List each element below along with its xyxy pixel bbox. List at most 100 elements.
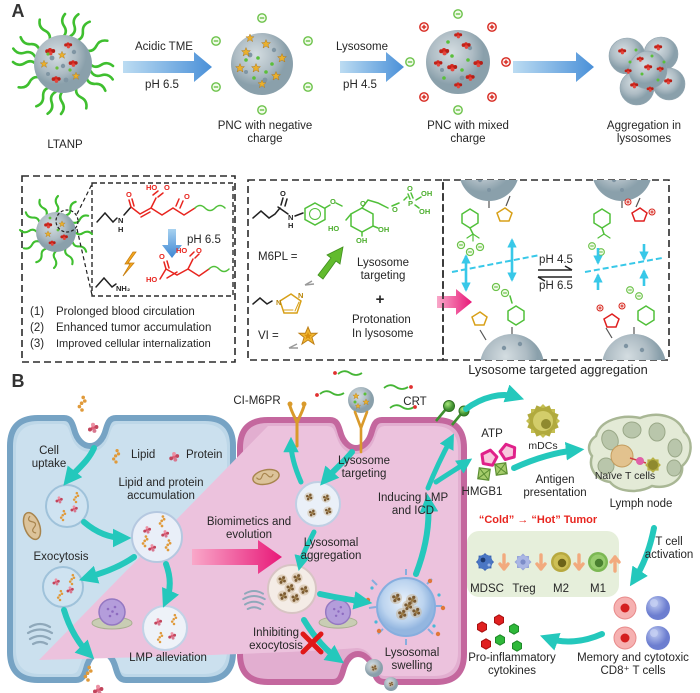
lysosome-targeting-label-b: Lysosome targeting (338, 455, 390, 481)
atom-label: N (288, 213, 293, 222)
atom-label: OH (419, 207, 430, 216)
panel-a-label: A (11, 1, 25, 21)
atom-label: O (196, 246, 202, 255)
treg-label: Treg (512, 583, 536, 595)
cytokine-icons (477, 614, 522, 652)
m2-icon (551, 552, 571, 572)
inhibiting-label: Inhibiting exocytosis (249, 627, 303, 653)
acidic-tme-arrow (123, 52, 212, 82)
atp-icons (478, 440, 519, 468)
cytokines-label: Pro-inflammatory cytokines (468, 652, 556, 678)
ltanp-nanoparticle (11, 12, 115, 116)
inhibition-cross-icon (300, 631, 324, 655)
benefit-3-text: Improved cellular internalization (56, 338, 211, 350)
atom-label: HO (176, 246, 187, 255)
atom-label: O (126, 190, 132, 199)
pink-cell-contents (242, 370, 473, 691)
benefit-2-text: Enhanced tumor accumulation (56, 322, 212, 334)
t-activation-label: T cell activation (644, 536, 694, 562)
crt-label: CRT (403, 396, 427, 408)
amide-structure: O HO O O N H (96, 183, 226, 234)
cold-hot-label: “Cold” → “Hot” Tumor (478, 514, 598, 526)
lymph-node-icon (587, 413, 692, 493)
lysosome-arrow (340, 52, 404, 82)
inducing-label: Inducing LMP and ICD (377, 492, 449, 518)
benefit-3-num: (3) (30, 338, 45, 350)
vi-structure: N N (252, 291, 303, 314)
atom-label: N (276, 298, 281, 307)
aggregation-label: Aggregation in lysosomes (606, 120, 682, 146)
blue-cell-contents (19, 395, 188, 693)
arrow2-top-label: Lysosome (336, 41, 388, 53)
amine-structure: NH₂ O HO O HO (95, 246, 230, 293)
swollen-lysosome (365, 569, 446, 645)
treg-icon (514, 553, 532, 571)
green-arrow-icon (304, 246, 344, 286)
atp-label: ATP (481, 428, 503, 440)
accumulation-label: Lipid and protein accumulation (118, 477, 204, 503)
free-ligand-squiggles (319, 370, 415, 410)
atom-label: OH (378, 225, 389, 234)
exocytosis-label: Exocytosis (33, 551, 89, 563)
atom-label: N (118, 216, 123, 225)
atom-label: HO (146, 275, 157, 284)
lipid-label: Lipid (131, 449, 156, 461)
mdsc-label: MDSC (470, 583, 504, 595)
aggregation-nanoparticles (608, 36, 686, 106)
m2-label: M2 (553, 583, 569, 595)
benefit-box: O HO O O N H NH₂ O HO O HO (18, 175, 236, 363)
arrow1-bottom-label: pH 6.5 (145, 79, 179, 91)
atom-label: N (298, 291, 303, 300)
immune-area (463, 384, 692, 652)
arrow1-top-label: Acidic TME (135, 41, 193, 53)
protein-label: Protein (186, 449, 223, 461)
atom-label: O (159, 252, 165, 261)
atom-label: O (330, 197, 336, 206)
biomimetics-label: Biomimetics and evolution (206, 516, 292, 542)
equilibrium-arrows (537, 265, 573, 282)
in-lysosome-label: In lysosome (352, 328, 414, 340)
monomer-to-aggregation-arrow (437, 289, 472, 315)
cell-uptake-label: Cell uptake (31, 445, 67, 471)
naive-t-cells-label: Naïve T cells (594, 470, 656, 482)
swelling-label: Lysosomal swelling (384, 647, 440, 673)
m1-icon (588, 552, 608, 572)
atom-label: O (280, 189, 286, 198)
lmp-alleviation-label: LMP alleviation (129, 652, 207, 664)
right-box-ph-top: pH 4.5 (539, 254, 573, 266)
lysosomal-aggregation-label: Lysosomal aggregation (300, 537, 362, 563)
aggregation-caption: Lysosome targeted aggregation (468, 362, 648, 377)
atom-label: OH (421, 189, 432, 198)
mdc-icon (520, 398, 566, 444)
magnifier-circle (55, 209, 79, 233)
atom-label: O (184, 192, 190, 201)
nanoparticle-at-membrane (348, 387, 374, 454)
lightning-icon (122, 251, 137, 277)
atom-label: H (288, 221, 293, 230)
pnc-mixed-nanoparticle (405, 9, 511, 115)
exiting-nanoparticles (365, 659, 398, 691)
protonation-label: Protonation (352, 314, 411, 326)
aggregation-box (442, 179, 670, 361)
ci-m6pr-label: CI-M6PR (233, 395, 281, 407)
lymph-node-label: Lymph node (609, 498, 673, 510)
benefit-1-text: Prolonged blood circulation (56, 306, 195, 318)
m1-label: M1 (590, 583, 606, 595)
m6pl-structure: O N H O O HO OH OH O P O OH OH (252, 184, 432, 245)
atom-label: O (407, 184, 413, 193)
plus-label: + (375, 291, 385, 308)
benefit-2-num: (2) (30, 322, 45, 334)
right-box-ph-bottom: pH 6.5 (539, 280, 573, 292)
hmgb1-icons (477, 462, 508, 481)
monomer-box: O N H O O HO OH OH O P O OH OH N N (247, 179, 472, 361)
memory-t-cells (613, 596, 670, 650)
pnc-negative-label: PNC with negative charge (217, 120, 313, 146)
atom-label: OH (356, 236, 367, 245)
lysosome-targeting-label-a: Lysosome targeting (357, 257, 409, 283)
pnc-mixed-label: PNC with mixed charge (427, 120, 509, 146)
atom-label: HO (328, 224, 339, 233)
panel-b-label: B (11, 371, 25, 391)
arrow2-bottom-label: pH 4.5 (343, 79, 377, 91)
